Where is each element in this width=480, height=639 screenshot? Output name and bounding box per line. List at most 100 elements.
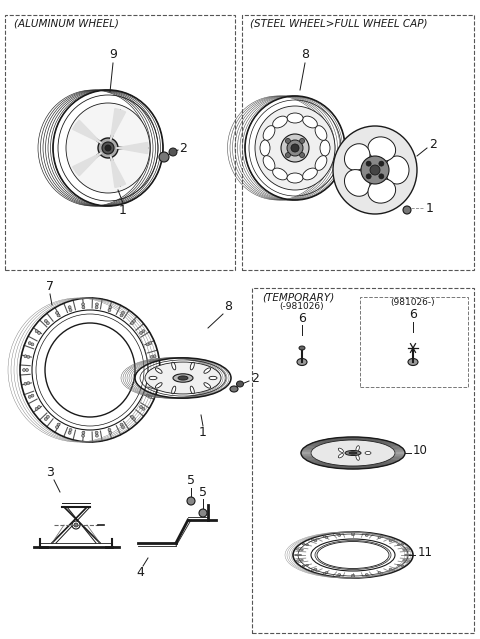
Ellipse shape	[150, 355, 153, 358]
Ellipse shape	[323, 573, 326, 574]
Ellipse shape	[408, 554, 411, 556]
Ellipse shape	[314, 540, 317, 542]
Ellipse shape	[366, 174, 371, 179]
Ellipse shape	[108, 309, 111, 312]
Ellipse shape	[237, 381, 243, 387]
Bar	[360, 297, 468, 387]
Ellipse shape	[142, 407, 145, 410]
Ellipse shape	[378, 572, 381, 573]
Ellipse shape	[204, 368, 211, 373]
Text: 11: 11	[418, 546, 433, 558]
Ellipse shape	[37, 332, 40, 334]
Ellipse shape	[204, 383, 211, 388]
Ellipse shape	[120, 314, 123, 317]
Ellipse shape	[45, 323, 135, 417]
Ellipse shape	[95, 431, 98, 434]
Ellipse shape	[306, 564, 309, 566]
Ellipse shape	[281, 134, 309, 162]
Ellipse shape	[273, 116, 288, 128]
Ellipse shape	[140, 406, 143, 408]
Ellipse shape	[407, 560, 409, 562]
Ellipse shape	[153, 355, 156, 358]
Ellipse shape	[338, 448, 344, 452]
Ellipse shape	[370, 165, 380, 175]
Ellipse shape	[131, 415, 133, 419]
Ellipse shape	[132, 417, 136, 420]
Ellipse shape	[287, 140, 303, 156]
Text: 5: 5	[187, 475, 195, 488]
Ellipse shape	[263, 126, 275, 141]
Ellipse shape	[300, 139, 305, 143]
Ellipse shape	[397, 544, 400, 546]
Ellipse shape	[291, 144, 299, 152]
Ellipse shape	[169, 148, 177, 156]
Ellipse shape	[365, 452, 371, 454]
Ellipse shape	[302, 565, 305, 567]
Text: (981026-): (981026-)	[391, 298, 435, 307]
Ellipse shape	[315, 126, 327, 141]
Ellipse shape	[379, 174, 384, 179]
Ellipse shape	[378, 537, 381, 539]
Ellipse shape	[302, 543, 305, 545]
Ellipse shape	[96, 303, 98, 306]
Ellipse shape	[121, 426, 124, 429]
Ellipse shape	[389, 540, 392, 542]
Ellipse shape	[366, 161, 371, 166]
Text: 2: 2	[179, 141, 187, 155]
Ellipse shape	[345, 450, 361, 456]
Text: 6: 6	[409, 309, 417, 321]
Ellipse shape	[149, 342, 152, 344]
Ellipse shape	[190, 362, 194, 370]
Ellipse shape	[82, 303, 84, 306]
Ellipse shape	[66, 103, 150, 193]
Ellipse shape	[25, 369, 28, 371]
Ellipse shape	[57, 423, 60, 426]
Text: 7: 7	[46, 281, 54, 293]
Text: 1: 1	[426, 201, 434, 215]
Ellipse shape	[403, 559, 406, 561]
Text: 6: 6	[298, 311, 306, 325]
Ellipse shape	[368, 137, 396, 161]
Ellipse shape	[349, 452, 357, 454]
Ellipse shape	[405, 554, 408, 556]
Polygon shape	[72, 120, 102, 143]
Ellipse shape	[96, 434, 98, 437]
Bar	[242, 15, 474, 270]
Ellipse shape	[31, 343, 34, 346]
Ellipse shape	[338, 454, 344, 458]
Ellipse shape	[199, 509, 207, 517]
Ellipse shape	[156, 383, 162, 388]
Ellipse shape	[302, 116, 317, 128]
Ellipse shape	[315, 156, 327, 171]
Ellipse shape	[28, 396, 31, 398]
Ellipse shape	[173, 374, 193, 382]
Ellipse shape	[27, 355, 30, 358]
Ellipse shape	[24, 355, 27, 358]
Ellipse shape	[286, 153, 290, 158]
Ellipse shape	[69, 428, 72, 431]
Ellipse shape	[146, 394, 149, 397]
Polygon shape	[116, 142, 148, 153]
Polygon shape	[72, 153, 102, 176]
Ellipse shape	[338, 535, 341, 536]
Ellipse shape	[132, 320, 136, 323]
Text: 9: 9	[109, 49, 117, 61]
Ellipse shape	[401, 543, 404, 545]
Ellipse shape	[365, 574, 368, 575]
Ellipse shape	[333, 126, 417, 214]
Ellipse shape	[156, 368, 162, 373]
Ellipse shape	[299, 346, 305, 350]
Ellipse shape	[23, 369, 25, 371]
Ellipse shape	[142, 330, 145, 333]
Ellipse shape	[31, 394, 34, 397]
Ellipse shape	[109, 431, 112, 435]
Ellipse shape	[361, 156, 389, 184]
Ellipse shape	[131, 321, 133, 325]
Ellipse shape	[102, 142, 114, 154]
Bar	[252, 288, 474, 633]
Ellipse shape	[82, 306, 85, 309]
Bar	[5, 15, 235, 270]
Ellipse shape	[120, 423, 123, 426]
Ellipse shape	[311, 539, 314, 541]
Ellipse shape	[27, 381, 30, 385]
